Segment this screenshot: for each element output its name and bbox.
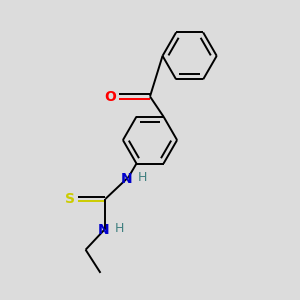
Text: H: H [115, 222, 124, 235]
Text: N: N [98, 223, 110, 237]
Text: S: S [65, 192, 75, 206]
Text: N: N [121, 172, 133, 186]
Text: H: H [138, 171, 147, 184]
Text: O: O [104, 89, 116, 103]
